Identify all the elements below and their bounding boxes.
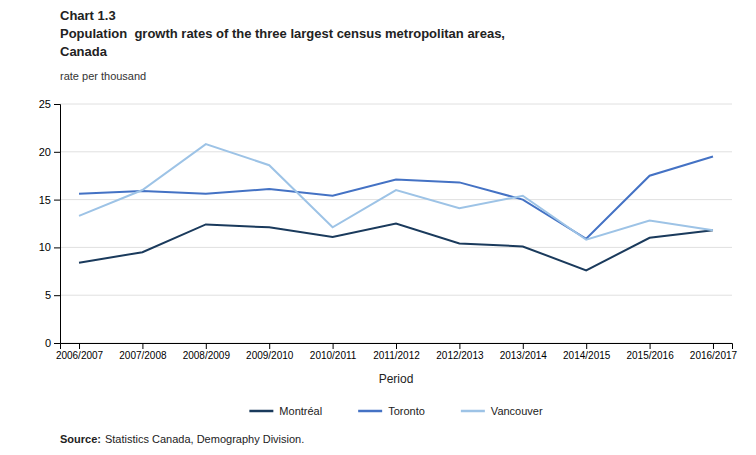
legend-swatch	[461, 410, 485, 413]
tick-label: 2016/2017	[690, 350, 738, 361]
axis-line	[54, 105, 61, 344]
tick: 2008/2009	[183, 343, 231, 361]
tick-mark	[54, 200, 60, 201]
tick-label: 2008/2009	[183, 350, 231, 361]
tick-mark	[650, 343, 651, 349]
title: Canada	[60, 44, 108, 59]
tick-label: 20	[39, 146, 51, 158]
tick-mark	[54, 295, 60, 296]
tick-mark	[54, 152, 60, 153]
annotation: Source: Statistics Canada, Demography Div…	[60, 433, 304, 445]
legend-swatch	[358, 410, 382, 413]
tick-mark	[269, 343, 270, 349]
grid	[60, 104, 732, 343]
tick-mark	[206, 343, 207, 349]
annotation-part: Statistics Canada, Demography Division.	[105, 433, 304, 445]
tick: 2012/2013	[436, 343, 484, 361]
tick-label: 2012/2013	[436, 350, 484, 361]
tick-mark	[523, 343, 524, 349]
title: Population growth rates of the three lar…	[60, 26, 505, 41]
grid-line	[60, 151, 732, 152]
tick: 2010/2011	[310, 343, 357, 361]
tick-mark	[586, 343, 587, 349]
tick-mark	[396, 343, 397, 349]
legend-item: Toronto	[358, 405, 425, 417]
annotation-part: Source:	[60, 433, 101, 445]
grid-line	[60, 104, 732, 105]
tick-label: 2010/2011	[310, 350, 357, 361]
tick: 2015/2016	[626, 343, 674, 361]
tick-label: 15	[39, 194, 51, 206]
tick-label: 0	[45, 337, 51, 349]
x-axis: 2006/2007 2007/2008 2008/2009 2009/2010 2010…	[56, 343, 738, 361]
legend-label: Vancouver	[491, 405, 543, 417]
tick-label: 10	[39, 241, 51, 253]
tick-label: 2014/2015	[563, 350, 611, 361]
tick-mark	[54, 247, 60, 248]
tick-mark	[142, 343, 143, 349]
axis-line	[61, 344, 733, 350]
tick: 2011/2012	[373, 343, 420, 361]
legend-label: Toronto	[388, 405, 425, 417]
subtitle: rate per thousand	[60, 70, 146, 82]
tick-mark	[333, 343, 334, 349]
tick: 10	[39, 241, 60, 253]
x-axis-title: Period	[379, 372, 414, 386]
tick: 2009/2010	[246, 343, 294, 361]
legend-swatch	[249, 410, 273, 413]
tick-label: 2007/2008	[119, 350, 167, 361]
tick-label: 2015/2016	[626, 350, 674, 361]
tick-label: 25	[39, 98, 51, 110]
legend-item: Vancouver	[461, 405, 543, 417]
legend-item: Montréal	[249, 405, 322, 417]
tick-label: 2006/2007	[56, 350, 104, 361]
tick: 15	[39, 194, 60, 206]
tick-mark	[79, 343, 80, 349]
tick: 2013/2014	[500, 343, 548, 361]
plot: 05101520252006/20072007/20082008/2009200…	[39, 98, 738, 386]
tick-mark	[54, 343, 60, 344]
grid-line	[60, 199, 732, 200]
tick-mark	[713, 343, 714, 349]
y-axis: 0 5 10 15 20 25	[39, 98, 61, 349]
tick: 2016/2017	[690, 343, 738, 361]
tick: 2014/2015	[563, 343, 611, 361]
tick-mark	[459, 343, 460, 349]
tick-label: 5	[45, 289, 51, 301]
legend: Montréal Toronto Vancouver	[249, 405, 543, 417]
title: Chart 1.3	[60, 8, 116, 23]
tick: 5	[45, 289, 60, 301]
line	[79, 144, 713, 240]
grid-line	[60, 295, 732, 296]
tick: 2007/2008	[119, 343, 167, 361]
lines	[79, 144, 713, 270]
tick: 20	[39, 146, 60, 158]
tick-mark	[54, 104, 60, 105]
line	[79, 157, 713, 239]
tick-label: 2013/2014	[500, 350, 548, 361]
tick-label: 2009/2010	[246, 350, 294, 361]
tick: 2006/2007	[56, 343, 104, 361]
tick: 25	[39, 98, 60, 110]
tick-label: 2011/2012	[373, 350, 420, 361]
chart: Chart 1.3 Population growth rates of the …	[0, 0, 756, 455]
tick: 0	[45, 337, 60, 349]
legend-label: Montréal	[279, 405, 322, 417]
